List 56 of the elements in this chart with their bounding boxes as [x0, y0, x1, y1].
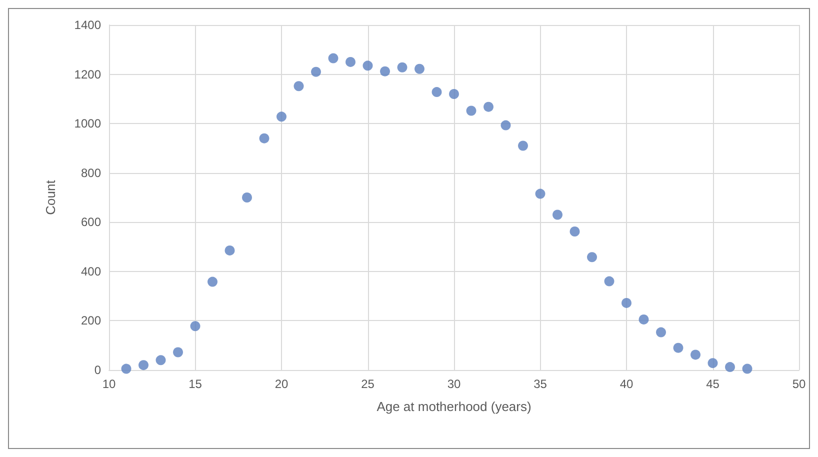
y-tick-label: 0: [94, 363, 102, 377]
x-tick-label: 40: [620, 377, 634, 391]
point: [224, 245, 235, 256]
point: [173, 347, 183, 358]
point: [397, 62, 408, 72]
point: [276, 112, 286, 122]
point: [690, 350, 700, 360]
point: [294, 81, 304, 92]
point: [380, 66, 390, 76]
point: [328, 53, 338, 64]
point: [121, 364, 132, 374]
point: [311, 66, 321, 77]
point: [156, 355, 166, 366]
point: [500, 120, 511, 130]
point: [362, 60, 373, 71]
y-tick-label: 200: [80, 314, 102, 328]
x-tick-label: 20: [274, 377, 288, 391]
point: [449, 89, 459, 99]
point: [725, 362, 735, 372]
point: [484, 102, 494, 112]
y-tick-label: 1000: [74, 116, 102, 131]
x-axis-title: Age at motherhood (years): [376, 399, 532, 414]
x-tick-label: 45: [706, 377, 720, 391]
y-axis-title: Count: [43, 180, 58, 215]
point: [518, 140, 528, 151]
x-tick-label: 50: [792, 377, 806, 391]
point: [259, 133, 270, 144]
point: [535, 188, 546, 199]
point: [638, 314, 649, 324]
y-tick-label: 600: [80, 215, 102, 230]
y-tick-label: 1200: [74, 67, 102, 82]
point: [622, 298, 632, 308]
point: [346, 56, 356, 67]
x-tick-label: 25: [361, 377, 375, 391]
point: [208, 276, 218, 287]
point: [587, 252, 597, 262]
point: [414, 64, 424, 74]
x-tick-label: 30: [447, 377, 461, 391]
y-tick-label: 800: [80, 166, 102, 180]
y-tick-label: 400: [80, 264, 102, 278]
point: [570, 226, 580, 237]
y-tick-label: 1400: [74, 18, 102, 32]
point: [432, 87, 442, 98]
point: [656, 327, 666, 338]
point: [552, 210, 562, 220]
point: [673, 342, 684, 353]
point: [190, 321, 200, 332]
point: [242, 192, 252, 202]
x-tick-label: 10: [102, 377, 116, 391]
x-tick-label: 15: [188, 377, 202, 391]
point: [604, 276, 614, 286]
point: [708, 358, 718, 368]
x-tick-label: 35: [534, 377, 548, 391]
point: [138, 360, 148, 370]
point: [742, 364, 752, 374]
point: [466, 106, 476, 116]
